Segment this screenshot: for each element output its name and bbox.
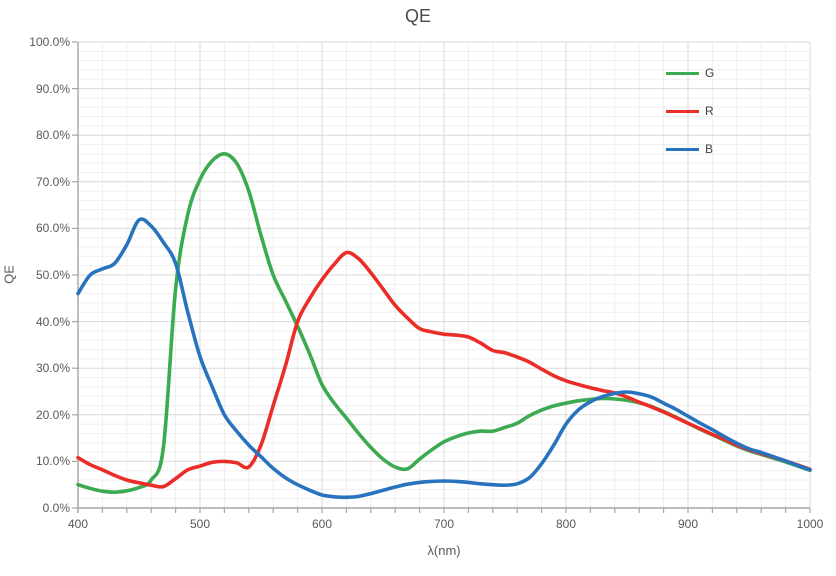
y-tick-label: 40.0% (35, 314, 70, 329)
y-tick-label: 60.0% (35, 221, 70, 236)
legend-label: R (705, 104, 714, 118)
x-tick-label: 1000 (796, 517, 824, 531)
y-tick-label: 70.0% (35, 174, 70, 189)
x-tick-label: 500 (189, 517, 211, 531)
x-axis-title: λ(nm) (427, 543, 461, 558)
y-tick-label: 10.0% (35, 454, 70, 469)
x-tick-label: 600 (311, 517, 333, 531)
legend-item-b[interactable]: B (666, 130, 714, 168)
legend-line-swatch (666, 147, 699, 151)
legend-item-r[interactable]: R (666, 92, 714, 130)
legend-label: G (705, 66, 715, 80)
legend-line-swatch (666, 109, 699, 113)
legend: G R B (666, 54, 714, 168)
legend-item-g[interactable]: G (666, 54, 714, 92)
series-line-b (76, 217, 812, 500)
y-tick-label: 80.0% (35, 128, 70, 143)
x-tick-label: 800 (555, 517, 577, 531)
y-tick-label: 30.0% (35, 361, 70, 376)
y-tick-label: 20.0% (35, 407, 70, 422)
y-tick-label: 90.0% (35, 81, 70, 96)
x-tick-label: 400 (67, 517, 89, 531)
y-tick-label: 100.0% (29, 35, 70, 49)
series-line-r (76, 250, 812, 489)
x-tick-label: 900 (677, 517, 699, 531)
chart-title: QE (404, 6, 431, 26)
x-tick-label: 700 (433, 517, 455, 531)
legend-label: B (705, 142, 714, 156)
y-tick-label: 50.0% (35, 268, 70, 282)
y-tick-label: 0.0% (42, 501, 70, 515)
legend-line-swatch (666, 71, 699, 75)
